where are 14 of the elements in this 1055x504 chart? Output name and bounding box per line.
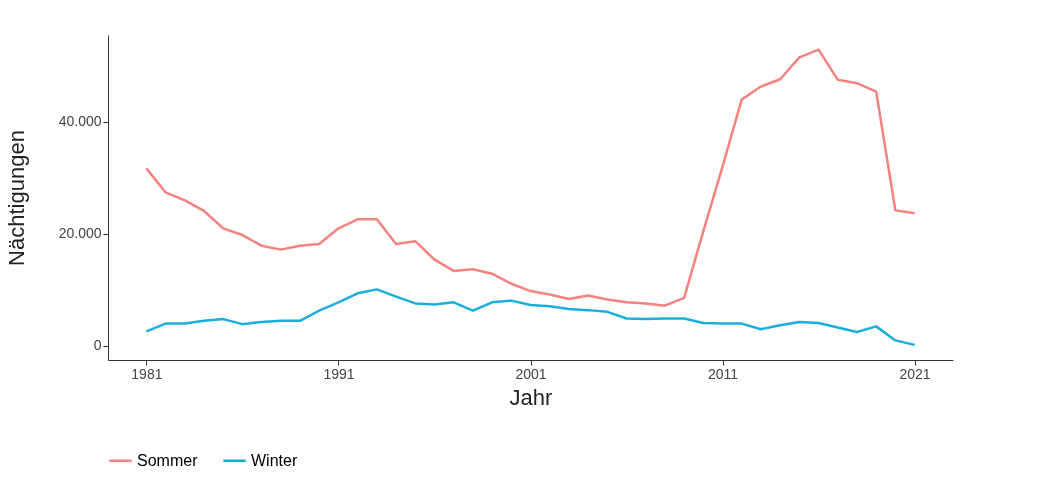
x-axis-title: Jahr <box>509 384 553 410</box>
line-series <box>145 48 916 307</box>
y-tick-label: 0 <box>93 337 102 354</box>
x-tick-label: 1991 <box>323 365 355 382</box>
y-tick-label: 40.000 <box>58 113 102 130</box>
x-tick-label: 2021 <box>899 365 931 382</box>
x-tick-label: 1981 <box>131 365 163 382</box>
legend-label: Sommer <box>137 451 199 469</box>
y-tick-label: 20.000 <box>58 225 102 242</box>
x-tick-label: 2001 <box>515 365 547 382</box>
line-series <box>145 288 916 347</box>
legend-label: Winter <box>251 451 298 469</box>
x-tick-label: 2011 <box>707 365 739 382</box>
y-axis-title: Nächtigungen <box>3 130 29 266</box>
